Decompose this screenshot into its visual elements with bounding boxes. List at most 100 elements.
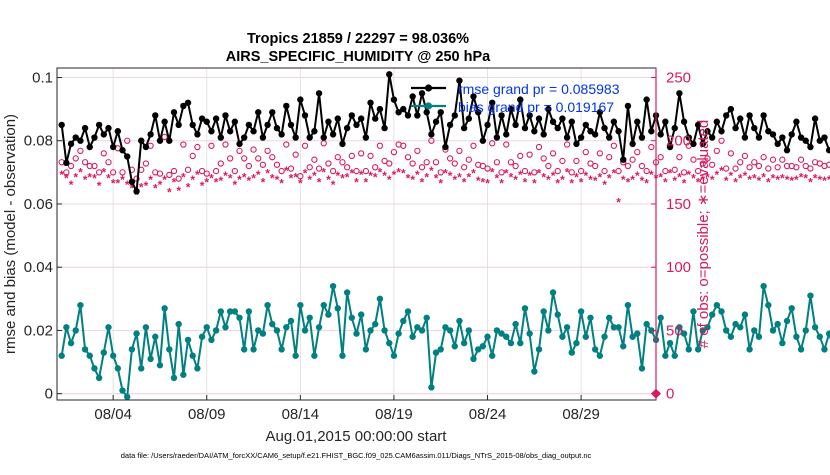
bias-point (521, 305, 529, 312)
rmse-point (470, 93, 477, 100)
possible-marker (77, 147, 84, 154)
possible-marker (72, 155, 79, 162)
evaluated-marker: * (729, 169, 734, 183)
bias-point (301, 327, 309, 334)
bias-point (718, 308, 725, 315)
rmse-point (95, 121, 103, 129)
rmse-point (166, 137, 173, 144)
bias-point (484, 333, 491, 340)
evaluated-marker: * (92, 172, 97, 186)
evaluated-marker: * (471, 167, 476, 181)
possible-marker (119, 169, 126, 176)
bias-point (152, 333, 159, 340)
evaluated-marker: * (289, 172, 294, 186)
bias-point (329, 282, 337, 290)
possible-marker (765, 165, 772, 172)
bias-point (128, 346, 136, 353)
rmse-point (264, 121, 271, 129)
rmse-point (722, 112, 730, 119)
bias-point (236, 314, 243, 321)
bias-point (811, 324, 819, 331)
bias-point (334, 305, 341, 312)
rmse-point (278, 131, 285, 138)
rmse-point (353, 121, 360, 129)
evaluated-marker: * (78, 165, 83, 179)
evaluated-marker: * (434, 172, 439, 186)
y-right-tick-label: 150 (666, 196, 691, 213)
legend-label-rmse: rmse grand pr = 0.085983 (458, 81, 620, 97)
bias-point (109, 352, 117, 359)
y-right-tick-label: 250 (666, 69, 691, 86)
possible-marker (690, 156, 697, 163)
evaluated-marker: * (551, 169, 556, 183)
possible-marker (67, 162, 75, 170)
bias-point (774, 320, 781, 328)
rmse-point (451, 112, 458, 119)
evaluated-marker: * (789, 174, 794, 188)
evaluated-marker: * (190, 173, 195, 187)
evaluated-marker: * (87, 170, 92, 184)
rmse-point (334, 115, 341, 122)
possible-marker (348, 152, 355, 160)
possible-marker (161, 133, 168, 141)
rmse-point (100, 131, 107, 138)
evaluated-marker: * (364, 175, 369, 189)
evaluated-marker: * (242, 170, 247, 184)
x-tick-label: 08/14 (282, 406, 320, 423)
bias-point (119, 387, 126, 394)
bias-point (503, 333, 510, 340)
bias-point (343, 289, 351, 296)
x-tick-label: 08/24 (469, 406, 507, 423)
y-left-tick-label: 0.04 (24, 259, 53, 276)
evaluated-marker: * (658, 170, 663, 184)
x-tick-label: 08/19 (375, 406, 413, 423)
rmse-point (170, 109, 178, 116)
chart-title: Tropics 21859 / 22297 = 98.036% (247, 31, 469, 47)
rmse-point (161, 118, 168, 125)
evaluated-marker: * (560, 173, 565, 187)
bias-point (526, 330, 533, 337)
rmse-point (708, 134, 716, 141)
possible-marker (180, 141, 187, 148)
bias-point (704, 324, 711, 331)
evaluated-marker: * (331, 178, 336, 192)
y-left-tick-label: 0.08 (24, 133, 53, 150)
evaluated-marker: * (593, 174, 598, 188)
rmse-point (386, 71, 393, 78)
bias-point (540, 308, 547, 315)
possible-marker (797, 156, 805, 163)
evaluated-marker: * (349, 167, 354, 181)
rmse-point (746, 112, 753, 119)
bias-point (311, 352, 318, 359)
evaluated-marker: * (817, 173, 822, 187)
evaluated-marker: * (167, 186, 172, 200)
rmse-point (620, 156, 627, 163)
rmse-point (91, 134, 98, 141)
bias-point (245, 308, 253, 315)
evaluated-marker: * (134, 188, 139, 202)
evaluated-marker: * (808, 175, 813, 189)
bias-point (306, 314, 313, 321)
bias-point (517, 339, 524, 347)
rmse-point (81, 124, 89, 132)
evaluated-marker: * (598, 170, 603, 184)
possible-marker (91, 162, 98, 170)
possible-marker (751, 159, 758, 166)
rmse-point (685, 134, 692, 141)
possible-marker (657, 154, 664, 161)
evaluated-marker: * (261, 175, 266, 189)
bias-point (741, 311, 749, 318)
evaluated-marker: * (490, 165, 495, 179)
possible-marker (273, 161, 281, 168)
bias-point (203, 324, 210, 331)
possible-marker (568, 169, 575, 176)
bias-point (746, 346, 753, 353)
possible-marker (807, 165, 814, 172)
bias-point (657, 314, 664, 321)
evaluated-marker: * (527, 169, 532, 183)
rmse-point (194, 131, 201, 138)
possible-marker (432, 159, 440, 166)
possible-marker (610, 142, 618, 149)
bias-point (629, 333, 636, 340)
evaluated-marker: * (612, 167, 617, 181)
